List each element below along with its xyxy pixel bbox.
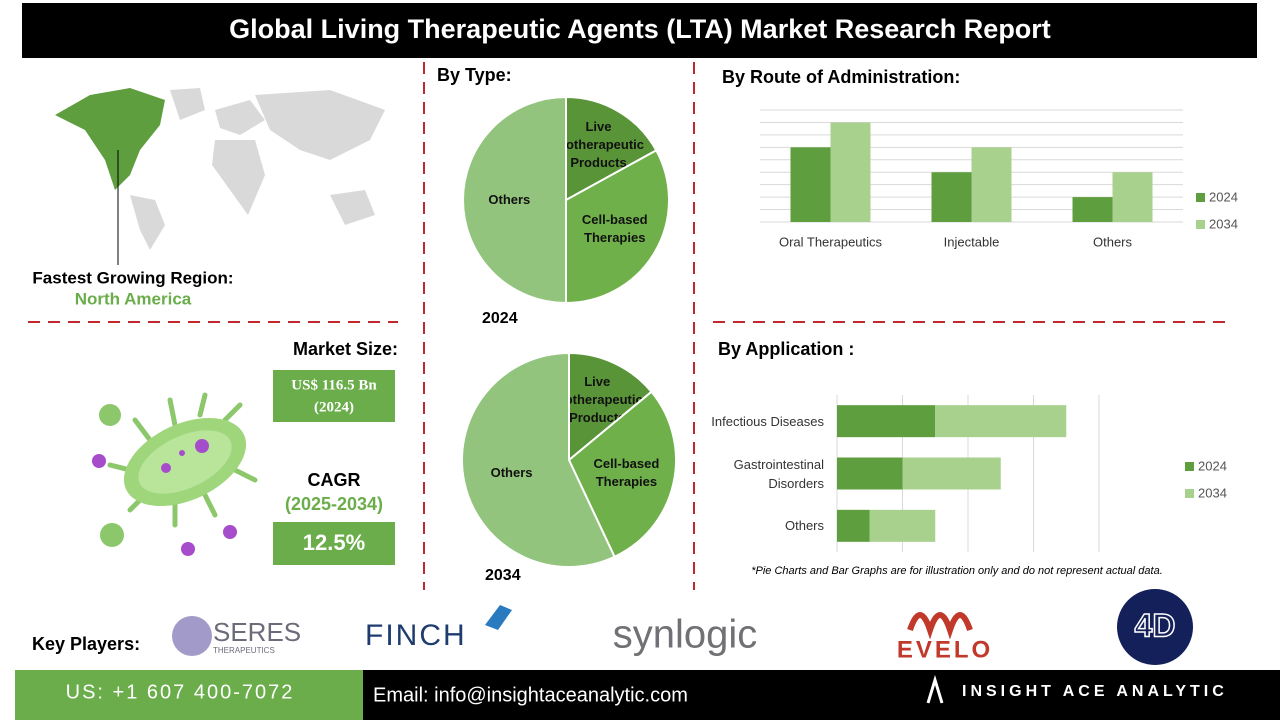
- slice-label: Cell-based Therapies: [593, 455, 660, 489]
- player-logo: synlogic: [613, 613, 758, 657]
- title: Global Living Therapeutic Agents (LTA) M…: [229, 14, 1051, 44]
- pie-slice: [462, 95, 567, 305]
- pie-slice: [568, 351, 653, 463]
- slice-label-box: Others: [488, 192, 531, 207]
- legend-swatch: [1196, 220, 1205, 229]
- x-tick-label: Oral Therapeutics: [779, 234, 883, 249]
- legend-swatch: [1185, 462, 1194, 471]
- key-players-label: Key Players:: [32, 634, 140, 654]
- player-logo: FINCH: [365, 619, 467, 652]
- footer-bar: [363, 670, 1280, 720]
- slice-label-box: Others: [490, 464, 533, 480]
- player-logo: 4D: [1135, 607, 1176, 643]
- cagr-box: [273, 522, 395, 565]
- pie-slice: [565, 149, 670, 305]
- y-tick-label: Infectious Diseases: [711, 413, 824, 429]
- slice-label-box: Cell-based Therapies: [593, 455, 660, 489]
- bar: [837, 509, 870, 542]
- y-tick-label-box: Infectious Diseases: [711, 413, 824, 429]
- bar: [931, 172, 972, 222]
- bar: [935, 405, 1067, 438]
- market-size-box: [273, 370, 395, 422]
- 4d-circle: [1117, 589, 1193, 665]
- world-map: [55, 88, 385, 250]
- cagr-label: CAGR: [308, 470, 361, 490]
- y-tick-label-box: Others: [784, 518, 824, 534]
- bar: [902, 457, 1001, 490]
- pie-year: 2034: [485, 567, 521, 584]
- phone-bar: [15, 670, 363, 720]
- bar: [837, 405, 936, 438]
- market-size-year: (2024): [314, 399, 354, 415]
- legend-swatch: [1196, 193, 1205, 202]
- legend-label: 2034: [1198, 485, 1227, 500]
- slice-label-box: Live Biotherapeutic Products: [552, 119, 644, 171]
- slice-label: Live Biotherapeutic Products: [551, 373, 643, 425]
- chart-title: By Type:: [437, 65, 512, 85]
- slice-label: Live Biotherapeutic Products: [552, 119, 644, 171]
- y-tick-label-box: Gastrointestinal Disorders: [733, 456, 824, 491]
- bar: [830, 122, 871, 222]
- cagr-period: (2025-2034): [285, 494, 383, 514]
- pie-slice: [461, 351, 616, 568]
- bar: [790, 147, 831, 222]
- chart-title: By Application :: [718, 339, 854, 359]
- email: Email: info@insightaceanalytic.com: [373, 684, 688, 706]
- finch-bird: [485, 605, 512, 630]
- slice-label-box: Cell-based Therapies: [581, 211, 648, 245]
- y-tick-label: Gastrointestinal Disorders: [733, 456, 824, 491]
- pie-slice: [565, 95, 658, 202]
- legend-swatch: [1185, 489, 1194, 498]
- bar: [971, 147, 1012, 222]
- chart-title: By Route of Administration:: [722, 67, 960, 87]
- legend-label: 2024: [1209, 189, 1238, 204]
- cagr-value: 12.5%: [303, 530, 365, 555]
- legend-label: 2034: [1209, 216, 1238, 231]
- player-logo: SERES: [213, 617, 301, 647]
- seres-icon: [172, 616, 212, 656]
- region-value: North America: [75, 289, 192, 308]
- header-bar: [22, 3, 1257, 58]
- brand-icon: [926, 674, 944, 704]
- dividers: [28, 62, 1228, 590]
- x-tick-label: Others: [1093, 234, 1133, 249]
- slice-label: Others: [490, 464, 533, 480]
- slice-label: Cell-based Therapies: [581, 211, 648, 245]
- player-logo: EVELO: [897, 636, 993, 663]
- bar: [837, 457, 903, 490]
- bar: [1112, 172, 1153, 222]
- x-tick-label: Injectable: [944, 234, 1000, 249]
- evelo-mark: [907, 612, 973, 640]
- note: *Pie Charts and Bar Graphs are for illus…: [751, 565, 1163, 577]
- y-tick-label: Others: [784, 518, 824, 534]
- region-label: Fastest Growing Region:: [32, 268, 233, 287]
- microbe-illustration: [92, 392, 258, 556]
- bar: [869, 509, 936, 542]
- bar: [1072, 197, 1113, 222]
- market-size-label: Market Size:: [293, 339, 398, 359]
- phone: US: +1 607 400-7072: [66, 681, 295, 703]
- brand: INSIGHT ACE ANALYTIC: [962, 683, 1228, 700]
- pie-year: 2024: [482, 310, 518, 327]
- slice-label: Others: [488, 192, 531, 207]
- slice-label-box: Live Biotherapeutic Products: [551, 373, 643, 425]
- market-size-value: US$ 116.5 Bn: [291, 377, 377, 393]
- legend-label: 2024: [1198, 458, 1227, 473]
- player-logo: THERAPEUTICS: [213, 646, 275, 655]
